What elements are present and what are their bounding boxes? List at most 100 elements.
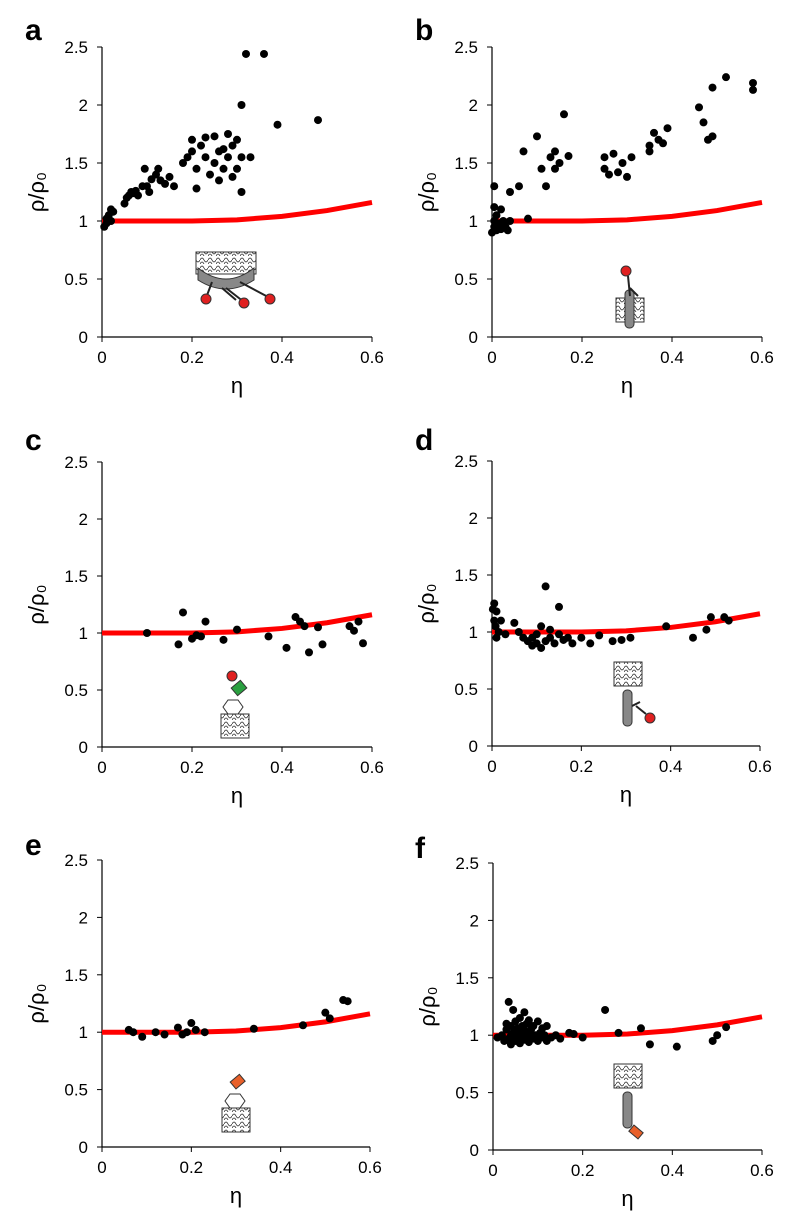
data-point: [233, 625, 241, 634]
data-point: [600, 153, 609, 162]
x-tick-label: 0: [487, 757, 496, 776]
data-point: [314, 116, 322, 125]
x-tick-label: 0.4: [659, 757, 683, 776]
data-point: [219, 635, 228, 644]
data-point: [179, 159, 187, 167]
data-point: [618, 159, 627, 167]
y-tick-label: 0: [470, 1141, 479, 1160]
y-tick-label: 2.5: [454, 38, 478, 57]
data-point: [627, 153, 636, 162]
data-point: [533, 1017, 542, 1026]
icon: [220, 670, 250, 739]
data-point: [237, 188, 246, 196]
icon: [221, 1073, 251, 1133]
y-tick-label: 1: [79, 212, 88, 231]
y-tick-label: 2.5: [455, 854, 479, 873]
data-point: [506, 188, 514, 196]
data-point: [191, 1025, 200, 1034]
data-point: [524, 1016, 533, 1025]
data-point: [197, 632, 205, 641]
y-tick-label: 0.5: [455, 1084, 479, 1103]
data-point: [689, 633, 697, 642]
data-point: [282, 643, 291, 652]
data-point: [555, 630, 563, 639]
data-point: [273, 120, 282, 129]
panel-letter: f: [415, 832, 426, 865]
y-tick-label: 0: [79, 328, 88, 347]
y-axis-label: ρ/ρ₀: [24, 584, 49, 624]
data-point: [617, 635, 626, 644]
data-point: [201, 133, 210, 142]
data-point: [510, 618, 519, 627]
data-point: [224, 130, 232, 138]
data-point: [713, 1031, 722, 1040]
data-point: [354, 617, 363, 626]
y-tick-label: 2.5: [64, 38, 88, 57]
data-point: [160, 1030, 169, 1039]
data-point: [174, 640, 183, 649]
data-point: [577, 633, 586, 642]
data-point: [564, 152, 573, 161]
y-axis-label: ρ/ρ₀: [24, 172, 49, 212]
x-tick-label: 0.4: [270, 348, 294, 367]
data-point: [129, 1028, 138, 1037]
data-point: [702, 625, 711, 634]
data-point: [650, 128, 658, 137]
data-point: [192, 184, 201, 193]
icon: [615, 265, 645, 329]
x-tick-label: 0.6: [750, 1161, 774, 1180]
data-point: [708, 132, 717, 141]
y-tick-label: 1.5: [64, 567, 88, 586]
panel-letter: b: [415, 14, 433, 47]
data-point: [321, 1008, 330, 1017]
data-point: [706, 613, 715, 622]
data-point: [578, 1033, 587, 1042]
data-point: [662, 622, 671, 631]
data-point: [490, 182, 499, 191]
data-point: [170, 182, 178, 191]
x-tick-label: 0.2: [180, 758, 204, 777]
data-point: [173, 1023, 182, 1032]
y-tick-label: 2: [79, 908, 88, 927]
data-point: [645, 147, 654, 156]
data-point: [504, 997, 513, 1006]
data-point: [659, 139, 667, 148]
data-point: [555, 602, 563, 611]
x-tick-label: 0.4: [660, 348, 684, 367]
data-point: [228, 141, 237, 150]
data-point: [551, 164, 559, 173]
data-point: [532, 630, 541, 639]
model-curve: [492, 199, 763, 224]
data-point: [359, 639, 367, 648]
data-point: [215, 176, 223, 185]
data-point: [219, 164, 228, 173]
data-point: [197, 141, 205, 150]
data-point: [179, 608, 187, 617]
data-point: [515, 182, 523, 191]
data-point: [237, 153, 246, 162]
data-point: [318, 640, 327, 649]
data-point: [343, 997, 352, 1006]
data-point: [601, 1005, 610, 1014]
data-point: [749, 85, 757, 94]
data-point: [614, 1028, 623, 1037]
data-point: [645, 1040, 654, 1049]
data-point: [492, 607, 501, 616]
data-point: [219, 145, 228, 154]
data-point: [237, 101, 246, 109]
y-tick-label: 0.5: [64, 270, 88, 289]
x-tick-label: 0.6: [360, 348, 384, 367]
data-point: [201, 617, 210, 626]
data-point: [722, 1023, 731, 1032]
data-point: [595, 631, 604, 640]
x-tick-label: 0: [97, 348, 106, 367]
data-point: [608, 637, 617, 646]
x-tick-label: 0: [97, 1158, 106, 1177]
panel-letter: e: [25, 829, 42, 862]
x-tick-label: 0: [487, 348, 496, 367]
x-tick-label: 0.4: [270, 758, 294, 777]
y-tick-label: 2.5: [64, 453, 88, 472]
panel-letter: d: [415, 424, 433, 457]
data-point: [609, 149, 618, 158]
x-tick-label: 0.6: [748, 757, 772, 776]
